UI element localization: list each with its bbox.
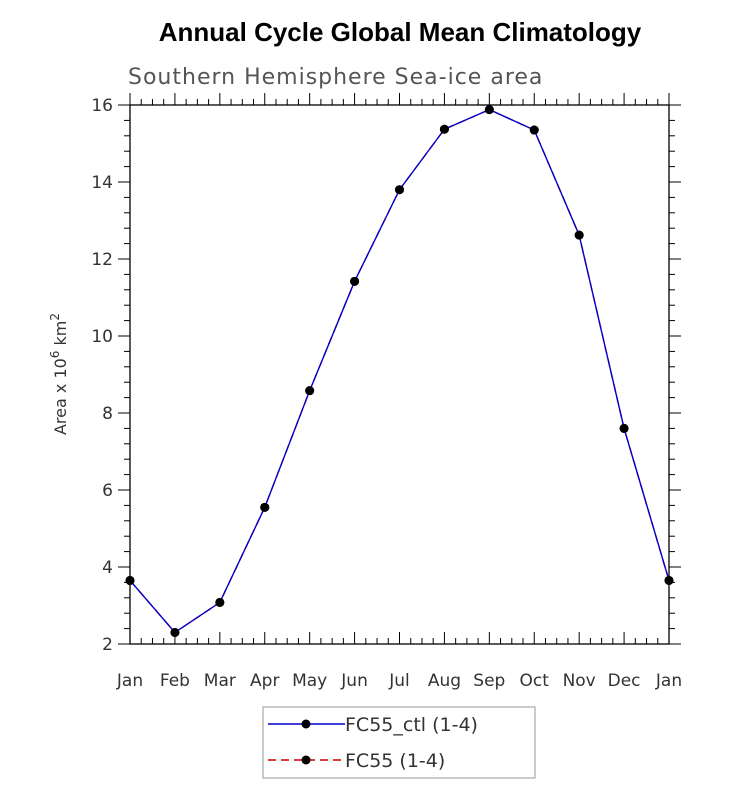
x-tick-label: Oct [520, 671, 550, 691]
y-axis-label: Area x 106 km2 [48, 313, 70, 435]
x-tick-label: Apr [250, 671, 279, 691]
data-point [125, 575, 135, 585]
x-tick-label: Jun [340, 671, 368, 691]
x-tick-label: Nov [563, 671, 596, 691]
x-tick-label: Jan [116, 671, 143, 691]
axes: Jan Feb Mar Apr May Jun Jul Aug Sep Oct Nov Dec Jan2… [91, 93, 682, 691]
y-tick-label: 2 [102, 635, 113, 655]
x-tick-label: Feb [160, 671, 190, 691]
y-label-mid: km [51, 321, 70, 351]
data-point [619, 423, 629, 433]
legend: FC55_ctl (1-4) FC55 (1-4) [262, 706, 536, 779]
series-1 [125, 105, 674, 637]
y-tick-label: 10 [91, 327, 113, 347]
x-tick-label: May [292, 671, 327, 691]
series-group [125, 105, 674, 637]
chart-subtitle: Southern Hemisphere Sea-ice area [128, 65, 543, 90]
x-tick-label: Aug [428, 671, 461, 691]
legend-marker [301, 755, 311, 765]
data-point [305, 386, 315, 396]
series-2 [125, 105, 674, 637]
data-point [439, 124, 449, 134]
y-label-sup1: 6 [48, 351, 62, 359]
data-point [664, 575, 674, 585]
data-point [529, 125, 539, 135]
x-tick-label: Sep [473, 671, 505, 691]
data-point [260, 502, 270, 512]
x-tick-label: Jul [388, 671, 410, 691]
y-tick-label: 16 [91, 96, 113, 116]
chart-title: Annual Cycle Global Mean Climatology [159, 17, 642, 47]
y-tick-label: 6 [102, 481, 113, 501]
data-point [484, 105, 494, 115]
legend-label: FC55 (1-4) [345, 750, 445, 772]
data-point [350, 276, 360, 286]
x-tick-label: Jan [655, 671, 682, 691]
legend-marker [301, 719, 311, 729]
y-tick-label: 14 [91, 173, 113, 193]
legend-label: FC55_ctl (1-4) [345, 714, 478, 736]
data-point [395, 185, 404, 195]
x-tick-label: Dec [608, 671, 641, 691]
data-point [215, 597, 225, 607]
y-tick-label: 4 [102, 558, 113, 578]
y-tick-label: 12 [91, 250, 113, 270]
legend-box [262, 706, 536, 779]
data-point [574, 230, 584, 240]
y-tick-label: 8 [102, 404, 113, 424]
y-label-base: Area x 10 [51, 358, 70, 435]
y-label-sup2: 2 [48, 313, 62, 321]
x-tick-label: Mar [204, 671, 236, 691]
data-point [170, 627, 180, 637]
